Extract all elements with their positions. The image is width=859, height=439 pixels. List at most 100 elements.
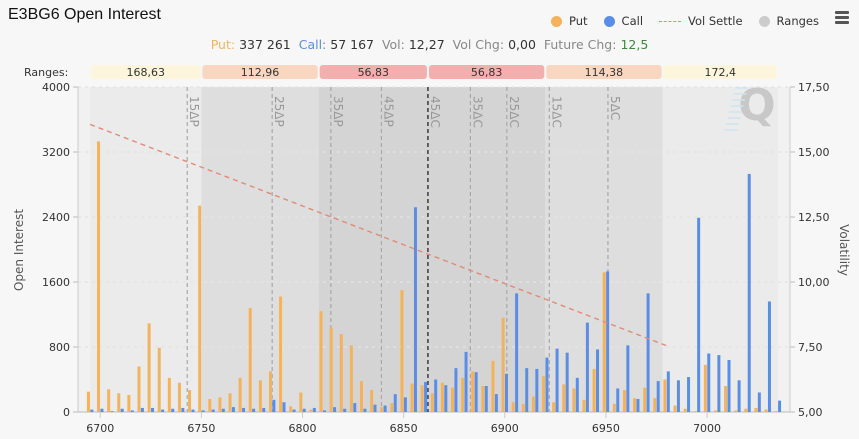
call-bar[interactable] <box>757 392 761 413</box>
put-bar[interactable] <box>400 290 404 412</box>
put-bar[interactable] <box>188 390 192 412</box>
call-bar[interactable] <box>333 407 337 412</box>
put-bar[interactable] <box>410 383 414 412</box>
put-bar[interactable] <box>86 391 90 412</box>
put-bar[interactable] <box>673 405 677 413</box>
call-bar[interactable] <box>616 388 620 412</box>
legend-item-ranges[interactable]: Ranges <box>758 14 819 28</box>
call-bar[interactable] <box>575 377 579 412</box>
put-bar[interactable] <box>572 388 576 412</box>
call-bar[interactable] <box>585 322 589 412</box>
call-bar[interactable] <box>211 409 215 412</box>
put-bar[interactable] <box>137 366 141 413</box>
put-bar[interactable] <box>420 385 424 412</box>
put-bar[interactable] <box>289 406 293 412</box>
call-bar[interactable] <box>434 379 438 413</box>
call-bar[interactable] <box>494 394 498 412</box>
call-bar[interactable] <box>201 410 205 412</box>
legend-item-call[interactable]: Call <box>603 14 643 28</box>
put-bar[interactable] <box>430 393 434 412</box>
put-bar[interactable] <box>440 382 444 412</box>
call-bar[interactable] <box>413 207 417 412</box>
call-bar[interactable] <box>535 368 539 412</box>
call-bar[interactable] <box>747 173 751 412</box>
put-bar[interactable] <box>491 360 495 412</box>
call-bar[interactable] <box>90 409 94 412</box>
put-bar[interactable] <box>177 382 181 412</box>
call-bar[interactable] <box>221 408 225 412</box>
call-bar[interactable] <box>484 386 488 412</box>
call-bar[interactable] <box>474 372 478 412</box>
call-bar[interactable] <box>272 399 276 412</box>
put-bar[interactable] <box>451 387 455 412</box>
call-bar[interactable] <box>403 397 407 412</box>
call-bar[interactable] <box>504 373 508 412</box>
call-bar[interactable] <box>322 410 326 412</box>
vol-settle-line[interactable] <box>89 123 667 347</box>
call-bar[interactable] <box>646 293 650 412</box>
put-bar[interactable] <box>622 390 626 412</box>
put-bar[interactable] <box>279 296 283 412</box>
call-bar[interactable] <box>312 407 316 412</box>
call-bar[interactable] <box>444 385 448 412</box>
put-bar[interactable] <box>713 410 717 412</box>
call-bar[interactable] <box>565 352 569 412</box>
call-bar[interactable] <box>252 408 256 412</box>
put-bar[interactable] <box>683 408 687 412</box>
call-bar[interactable] <box>282 402 286 412</box>
range-pill[interactable] <box>202 65 318 79</box>
put-bar[interactable] <box>754 407 758 412</box>
put-bar[interactable] <box>582 399 586 412</box>
put-bar[interactable] <box>602 272 606 412</box>
call-bar[interactable] <box>697 217 701 412</box>
call-bar[interactable] <box>242 407 246 412</box>
call-bar[interactable] <box>292 409 296 412</box>
put-bar[interactable] <box>663 379 667 413</box>
call-bar[interactable] <box>130 410 134 412</box>
range-pill[interactable] <box>319 65 427 79</box>
put-bar[interactable] <box>653 398 657 412</box>
call-bar[interactable] <box>363 408 367 412</box>
range-pill[interactable] <box>546 65 662 79</box>
put-bar[interactable] <box>390 403 394 412</box>
call-bar[interactable] <box>151 407 155 412</box>
call-bar[interactable] <box>737 380 741 412</box>
put-bar[interactable] <box>562 384 566 412</box>
put-bar[interactable] <box>157 347 161 412</box>
range-pill[interactable] <box>91 65 201 79</box>
put-bar[interactable] <box>360 381 364 412</box>
put-bar[interactable] <box>370 390 374 412</box>
call-bar[interactable] <box>373 404 377 412</box>
call-bar[interactable] <box>181 407 185 412</box>
call-bar[interactable] <box>120 408 124 412</box>
call-bar[interactable] <box>525 368 529 412</box>
put-bar[interactable] <box>501 317 505 412</box>
put-bar[interactable] <box>734 410 738 412</box>
call-bar[interactable] <box>302 408 306 412</box>
put-bar[interactable] <box>633 398 637 412</box>
put-bar[interactable] <box>167 377 171 412</box>
put-bar[interactable] <box>258 380 262 412</box>
call-bar[interactable] <box>767 301 771 413</box>
call-bar[interactable] <box>636 399 640 412</box>
call-bar[interactable] <box>161 409 165 412</box>
call-bar[interactable] <box>727 360 731 412</box>
call-bar[interactable] <box>464 351 468 412</box>
put-bar[interactable] <box>349 345 353 412</box>
put-bar[interactable] <box>107 389 111 412</box>
put-bar[interactable] <box>481 386 485 412</box>
put-bar[interactable] <box>693 411 697 412</box>
put-bar[interactable] <box>117 393 121 412</box>
legend-item-vol-settle[interactable]: Vol Settle <box>659 14 743 28</box>
call-bar[interactable] <box>687 377 691 412</box>
put-bar[interactable] <box>521 403 525 412</box>
call-bar[interactable] <box>596 349 600 412</box>
call-bar[interactable] <box>717 355 721 412</box>
call-bar[interactable] <box>100 408 104 412</box>
call-bar[interactable] <box>140 407 144 412</box>
put-bar[interactable] <box>612 403 616 412</box>
put-bar[interactable] <box>147 323 151 412</box>
call-bar[interactable] <box>424 381 428 412</box>
put-bar[interactable] <box>764 409 768 412</box>
put-bar[interactable] <box>248 308 252 412</box>
